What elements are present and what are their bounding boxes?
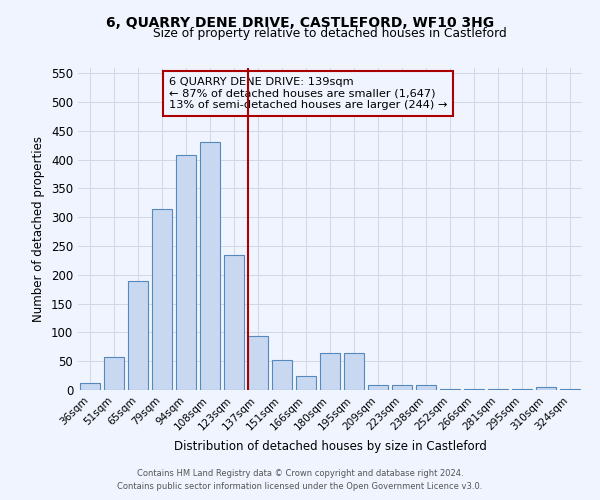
Bar <box>464 389 484 390</box>
Bar <box>440 389 460 390</box>
Bar <box>296 376 316 390</box>
Bar <box>320 352 340 390</box>
Bar <box>224 255 244 390</box>
Bar <box>416 386 436 390</box>
Text: Contains HM Land Registry data © Crown copyright and database right 2024.
Contai: Contains HM Land Registry data © Crown c… <box>118 470 482 491</box>
Text: 6 QUARRY DENE DRIVE: 139sqm
← 87% of detached houses are smaller (1,647)
13% of : 6 QUARRY DENE DRIVE: 139sqm ← 87% of det… <box>169 77 447 110</box>
Bar <box>392 386 412 390</box>
Title: Size of property relative to detached houses in Castleford: Size of property relative to detached ho… <box>153 27 507 40</box>
Bar <box>176 155 196 390</box>
Bar <box>248 336 268 390</box>
Bar <box>512 389 532 390</box>
Y-axis label: Number of detached properties: Number of detached properties <box>32 136 46 322</box>
X-axis label: Distribution of detached houses by size in Castleford: Distribution of detached houses by size … <box>173 440 487 453</box>
Text: 6, QUARRY DENE DRIVE, CASTLEFORD, WF10 3HG: 6, QUARRY DENE DRIVE, CASTLEFORD, WF10 3… <box>106 16 494 30</box>
Bar <box>80 383 100 390</box>
Bar <box>488 389 508 390</box>
Bar <box>128 280 148 390</box>
Bar <box>560 389 580 390</box>
Bar <box>272 360 292 390</box>
Bar <box>536 387 556 390</box>
Bar <box>104 356 124 390</box>
Bar <box>200 142 220 390</box>
Bar <box>344 352 364 390</box>
Bar <box>152 208 172 390</box>
Bar <box>368 386 388 390</box>
